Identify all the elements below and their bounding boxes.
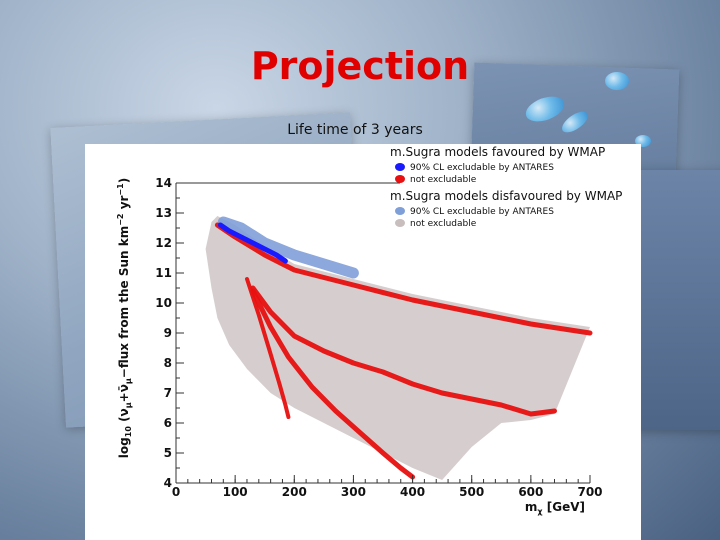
- x-tick-label: 400: [400, 485, 425, 499]
- y-tick-label: 7: [164, 386, 172, 400]
- y-tick-label: 9: [164, 326, 172, 340]
- legend-item-favoured-excludable: 90% CL excludable by ANTARES: [410, 163, 554, 173]
- legend-swatch-favoured-not-excludable: [395, 175, 405, 183]
- y-tick-label: 5: [164, 446, 172, 460]
- y-tick-label: 4: [164, 476, 172, 490]
- x-axis-label: mχ [GeV]: [525, 500, 585, 516]
- legend-title-favoured: m.Sugra models favoured by WMAP: [390, 145, 605, 159]
- x-tick-label: 700: [577, 485, 602, 499]
- decorative-blob: [605, 72, 629, 90]
- series-favoured-not-excludable-curve: [245, 277, 291, 419]
- legend-swatch-disfavoured-not-excludable: [395, 219, 405, 227]
- slide-subtitle: Life time of 3 years: [287, 122, 423, 138]
- ticks: 0 100 200 300 400 500 600 700 4 5 6 7 8 9 10 11 12 13 14: [155, 176, 602, 499]
- x-tick-label: 600: [518, 485, 543, 499]
- legend: m.Sugra models favoured by WMAP 90% CL e…: [390, 145, 622, 229]
- x-tick-label: 100: [223, 485, 248, 499]
- series-disfavoured-excludable: [217, 216, 359, 279]
- y-tick-label: 11: [155, 266, 172, 280]
- series-favoured-not-excludable-curve: [214, 222, 593, 336]
- legend-item-disfavoured-not-excludable: not excludable: [410, 219, 477, 229]
- x-tick-label: 500: [459, 485, 484, 499]
- y-tick-label: 14: [155, 176, 172, 190]
- y-axis-label: log10 (νμ+ν̄μ−flux from the Sun km−2 yr−…: [116, 178, 133, 458]
- plot-region: [205, 216, 593, 480]
- legend-swatch-favoured-excludable: [395, 163, 405, 171]
- y-tick-label: 6: [164, 416, 172, 430]
- slide-title: Projection: [250, 44, 470, 88]
- legend-title-disfavoured: m.Sugra models disfavoured by WMAP: [390, 189, 622, 203]
- series-favoured-not-excludable-curve: [250, 285, 557, 417]
- x-tick-label: 300: [341, 485, 366, 499]
- series-favoured-excludable: [217, 222, 288, 264]
- legend-swatch-disfavoured-excludable: [395, 207, 405, 215]
- y-tick-label: 12: [155, 236, 172, 250]
- x-tick-label: 200: [282, 485, 307, 499]
- legend-item-favoured-not-excludable: not excludable: [410, 175, 477, 185]
- y-tick-label: 8: [164, 356, 172, 370]
- y-tick-label: 13: [155, 206, 172, 220]
- series-favoured-not-excludable-curve: [250, 288, 416, 480]
- x-tick-label: 0: [172, 485, 180, 499]
- y-tick-label: 10: [155, 296, 172, 310]
- legend-item-disfavoured-excludable: 90% CL excludable by ANTARES: [410, 207, 554, 217]
- series-disfavoured-not-excludable: [205, 216, 590, 480]
